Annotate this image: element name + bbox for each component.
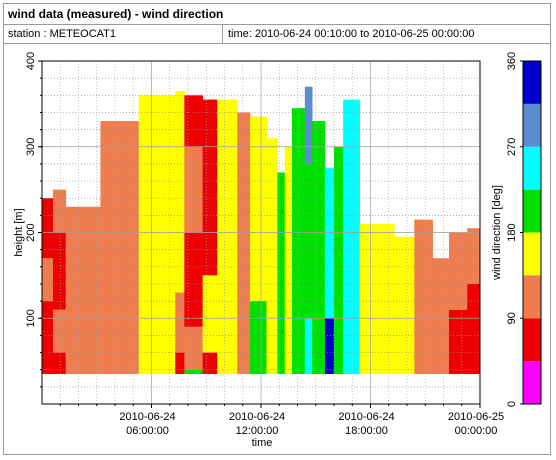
data-cell	[414, 219, 433, 374]
data-cell	[100, 121, 140, 374]
data-cell	[184, 95, 203, 147]
data-cell	[448, 232, 468, 310]
data-cell	[343, 99, 360, 374]
colorbar-tick-label: 360	[506, 52, 518, 70]
colorbar-tick-label: 270	[506, 138, 518, 156]
data-cell	[217, 99, 238, 374]
x-tick-label-date: 2010-06-24	[338, 411, 394, 423]
colorbar-tick-label: 180	[506, 223, 518, 241]
colorbar-swatch	[523, 146, 541, 190]
data-cell	[312, 121, 326, 374]
data-cell	[324, 318, 335, 374]
station-label: station : METEOCAT1	[8, 28, 116, 40]
data-cell	[65, 206, 101, 374]
data-cell	[52, 189, 67, 233]
x-tick-label-date: 2010-06-25	[448, 411, 504, 423]
data-cell	[448, 309, 468, 374]
data-cell	[202, 99, 218, 276]
data-cell	[52, 352, 67, 374]
x-tick-label-date: 2010-06-24	[119, 411, 175, 423]
data-cell	[202, 352, 218, 374]
data-cell	[250, 301, 267, 374]
colorbar-tick-label: 90	[506, 312, 518, 324]
data-cell	[334, 146, 344, 374]
colorbar-swatch	[523, 103, 541, 147]
y-tick-label: 300	[25, 138, 37, 156]
colorbar-swatch	[523, 189, 541, 233]
data-cell	[184, 326, 203, 370]
data-cell	[138, 95, 176, 374]
data-cell	[42, 258, 54, 302]
data-cell	[324, 168, 335, 319]
colorbar-label: wind direction [deg]	[491, 185, 503, 281]
x-axis-label: time	[252, 437, 273, 449]
data-cell	[394, 236, 415, 374]
info-separator	[222, 25, 223, 43]
x-tick-label-time: 12:00:00	[236, 425, 279, 437]
time-range-label: time: 2010-06-24 00:10:00 to 2010-06-25 …	[228, 28, 475, 40]
data-cell	[304, 163, 313, 319]
data-cell	[42, 369, 54, 374]
colorbar-swatch	[523, 61, 541, 104]
chart-title: wind data (measured) - wind direction	[8, 7, 224, 21]
data-cell	[432, 258, 450, 374]
data-cell	[284, 146, 293, 374]
colorbar-swatch	[523, 275, 541, 319]
data-cell	[42, 198, 54, 259]
data-cell	[292, 108, 306, 374]
x-tick-label-date: 2010-06-24	[229, 411, 285, 423]
data-cell	[277, 172, 286, 374]
data-cell	[467, 283, 481, 374]
y-axis-label: height [m]	[13, 208, 25, 256]
data-cell	[359, 223, 395, 374]
data-cell	[175, 292, 185, 353]
y-tick-label: 400	[25, 52, 37, 70]
title-bar: wind data (measured) - wind direction	[4, 4, 550, 25]
data-cell	[175, 352, 185, 374]
data-cell	[250, 116, 267, 302]
data-cell	[304, 86, 313, 164]
info-bar: station : METEOCAT1 time: 2010-06-24 00:…	[4, 25, 550, 44]
data-cell	[52, 309, 67, 353]
data-cell	[184, 232, 203, 327]
y-tick-label: 200	[25, 223, 37, 241]
colorbar-tick-label: 0	[506, 401, 518, 407]
data-cell	[184, 369, 203, 374]
data-cell	[467, 228, 481, 284]
y-tick-label: 100	[25, 309, 37, 327]
data-cell	[52, 232, 67, 310]
data-cell	[202, 275, 218, 353]
data-cell	[175, 91, 185, 293]
x-tick-label-time: 00:00:00	[455, 425, 498, 437]
x-tick-label-time: 06:00:00	[126, 425, 169, 437]
data-cell	[266, 138, 278, 374]
x-tick-label-time: 18:00:00	[345, 425, 388, 437]
data-cell	[42, 301, 54, 370]
data-cell	[237, 112, 251, 374]
colorbar-swatch	[523, 318, 541, 362]
colorbar-swatch	[523, 232, 541, 276]
colorbar-swatch	[523, 361, 541, 404]
data-cell	[304, 318, 313, 374]
data-cell	[184, 146, 203, 233]
